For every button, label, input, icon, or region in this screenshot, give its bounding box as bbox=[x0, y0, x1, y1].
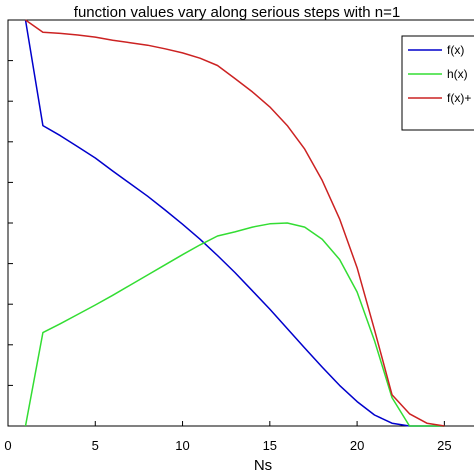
legend-label: h(x) bbox=[447, 67, 468, 81]
legend-label: f(x)+ bbox=[447, 91, 471, 105]
legend-label: f(x) bbox=[447, 43, 464, 57]
x-tick-label: 25 bbox=[437, 438, 451, 453]
x-axis-label: Ns bbox=[254, 457, 272, 474]
x-tick-label: 0 bbox=[4, 438, 11, 453]
series-line-h-x bbox=[24, 222, 445, 427]
legend-box bbox=[401, 35, 474, 131]
series-group bbox=[24, 19, 445, 427]
x-axis: 0 5 10 15 20 25 bbox=[4, 421, 452, 453]
series-line-f-x bbox=[25, 19, 445, 427]
series-line-f-x bbox=[24, 19, 445, 427]
plot-area bbox=[7, 19, 474, 427]
x-tick-label: 10 bbox=[175, 438, 189, 453]
x-tick-label: 15 bbox=[263, 438, 277, 453]
x-tick-label: 20 bbox=[350, 438, 364, 453]
chart-title: function values vary along serious steps… bbox=[74, 4, 400, 21]
legend: f(x) h(x) f(x)+ bbox=[401, 35, 474, 131]
x-tick-label: 5 bbox=[92, 438, 99, 453]
y-axis bbox=[8, 19, 13, 427]
